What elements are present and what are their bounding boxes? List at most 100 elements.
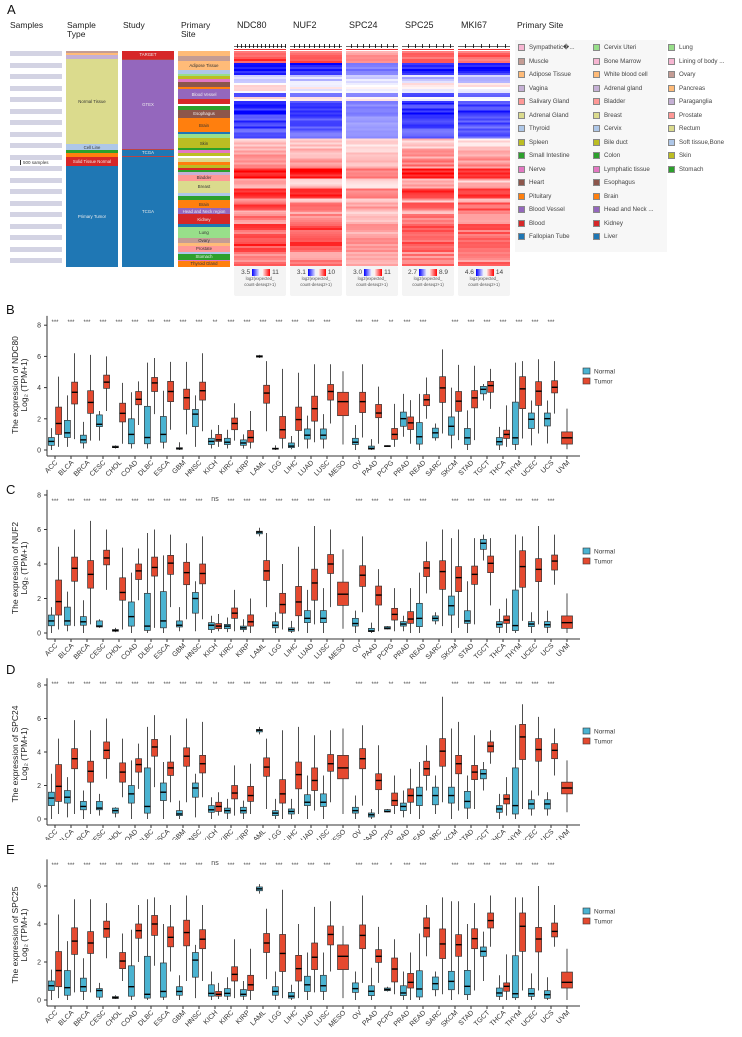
tumor-box[interactable] bbox=[295, 372, 302, 447]
tumor-box[interactable] bbox=[391, 588, 398, 632]
normal-box[interactable] bbox=[112, 807, 119, 818]
normal-box[interactable] bbox=[160, 555, 167, 633]
tumor-box[interactable] bbox=[263, 908, 270, 980]
tumor-box[interactable] bbox=[487, 895, 494, 947]
tumor-box[interactable] bbox=[135, 743, 142, 789]
primary-site-segment[interactable] bbox=[178, 98, 230, 104]
tumor-box[interactable] bbox=[87, 730, 94, 814]
primary-site-segment[interactable] bbox=[178, 162, 230, 165]
legend-item[interactable]: Blood bbox=[518, 219, 545, 227]
normal-box[interactable] bbox=[256, 354, 263, 358]
normal-box[interactable] bbox=[368, 622, 375, 633]
tumor-box[interactable] bbox=[215, 982, 222, 1000]
tumor-box[interactable] bbox=[151, 897, 158, 966]
normal-box[interactable] bbox=[384, 808, 391, 813]
primary-site-segment[interactable] bbox=[178, 243, 230, 246]
legend-item[interactable]: Head and Neck ... bbox=[593, 206, 654, 213]
legend-item[interactable]: Sympathetic�... bbox=[518, 44, 575, 51]
tumor-box[interactable] bbox=[327, 730, 334, 803]
normal-box[interactable] bbox=[192, 944, 199, 999]
tumor-box[interactable] bbox=[247, 948, 254, 1000]
tumor-box[interactable] bbox=[71, 353, 78, 440]
legend-item[interactable]: Liver bbox=[593, 233, 617, 240]
sample-type-segment[interactable]: Cell Line bbox=[66, 144, 118, 150]
legend-item[interactable]: Rectum bbox=[668, 125, 700, 132]
primary-site-segment[interactable] bbox=[178, 86, 230, 90]
legend-item[interactable]: Pancreas bbox=[668, 84, 705, 92]
tumor-box[interactable] bbox=[119, 382, 126, 444]
study-segment[interactable]: TARGET bbox=[122, 51, 174, 59]
normal-box[interactable] bbox=[416, 572, 423, 633]
normal-box[interactable] bbox=[304, 589, 311, 633]
normal-box[interactable] bbox=[368, 808, 375, 819]
tumor-box[interactable] bbox=[247, 763, 254, 814]
tumor-box[interactable] bbox=[337, 549, 349, 629]
primary-site-segment[interactable] bbox=[178, 172, 230, 175]
tumor-box[interactable] bbox=[327, 364, 334, 424]
tumor-box[interactable] bbox=[183, 543, 190, 620]
sample-type-segment[interactable]: Normal Tissue bbox=[66, 58, 118, 145]
normal-box[interactable] bbox=[288, 798, 295, 819]
tumor-box[interactable] bbox=[183, 895, 190, 982]
primary-site-segment[interactable]: Blood Vessel bbox=[178, 89, 230, 99]
normal-box[interactable] bbox=[240, 434, 247, 449]
tumor-box[interactable] bbox=[55, 546, 62, 630]
tumor-box[interactable] bbox=[135, 905, 142, 962]
legend-item[interactable]: Lining of body ... bbox=[668, 57, 724, 65]
normal-box[interactable] bbox=[112, 445, 119, 449]
tumor-box[interactable] bbox=[407, 768, 414, 814]
tumor-box[interactable] bbox=[551, 361, 558, 414]
primary-site-segment[interactable] bbox=[178, 259, 230, 262]
tumor-box[interactable] bbox=[359, 895, 366, 983]
tumor-box[interactable] bbox=[199, 905, 206, 981]
tumor-box[interactable] bbox=[167, 534, 174, 608]
tumor-box[interactable] bbox=[311, 526, 318, 625]
tumor-box[interactable] bbox=[337, 925, 349, 999]
tumor-box[interactable] bbox=[71, 720, 78, 814]
sample-type-segment[interactable] bbox=[66, 55, 118, 59]
legend-item[interactable]: Paraganglia bbox=[668, 98, 712, 105]
tumor-box[interactable] bbox=[519, 361, 526, 439]
tumor-box[interactable] bbox=[295, 726, 302, 814]
normal-box[interactable] bbox=[464, 775, 471, 819]
normal-box[interactable] bbox=[464, 581, 471, 633]
primary-site-segment[interactable]: Head and Neck region bbox=[178, 208, 230, 215]
primary-site-segment[interactable] bbox=[178, 192, 230, 197]
normal-box[interactable] bbox=[496, 793, 503, 819]
normal-box[interactable] bbox=[352, 795, 359, 819]
normal-box[interactable] bbox=[432, 612, 439, 625]
legend-item[interactable]: Ovary bbox=[668, 71, 696, 78]
tumor-box[interactable] bbox=[183, 361, 190, 435]
normal-box[interactable] bbox=[544, 792, 551, 816]
tumor-box[interactable] bbox=[327, 901, 334, 972]
tumor-box[interactable] bbox=[535, 716, 542, 796]
sample-type-segment[interactable] bbox=[66, 51, 118, 54]
tumor-box[interactable] bbox=[471, 903, 478, 991]
legend-item[interactable]: Salivary Gland bbox=[518, 98, 569, 105]
normal-box[interactable] bbox=[64, 777, 71, 818]
tumor-box[interactable] bbox=[423, 745, 430, 791]
tumor-box[interactable] bbox=[311, 364, 318, 443]
primary-site-segment[interactable] bbox=[178, 73, 230, 77]
legend-item[interactable]: Kidney bbox=[593, 219, 623, 227]
primary-site-segment[interactable]: Lung bbox=[178, 227, 230, 239]
normal-box[interactable] bbox=[400, 615, 407, 632]
tumor-box[interactable] bbox=[183, 718, 190, 803]
tumor-box[interactable] bbox=[55, 376, 62, 447]
normal-box[interactable] bbox=[496, 608, 503, 633]
tumor-box[interactable] bbox=[471, 365, 478, 441]
legend-item[interactable]: Cervix bbox=[593, 125, 622, 132]
tumor-box[interactable] bbox=[167, 905, 174, 972]
normal-box[interactable] bbox=[384, 626, 391, 630]
primary-site-segment[interactable] bbox=[178, 164, 230, 169]
normal-box[interactable] bbox=[240, 981, 247, 1000]
tumor-box[interactable] bbox=[103, 529, 110, 590]
normal-box[interactable] bbox=[528, 612, 535, 633]
tumor-box[interactable] bbox=[359, 364, 366, 438]
legend-item[interactable]: White blood cell bbox=[593, 71, 648, 78]
tumor-box[interactable] bbox=[391, 775, 398, 814]
normal-box[interactable] bbox=[480, 762, 487, 791]
legend-item[interactable]: Lung bbox=[668, 44, 693, 51]
tumor-box[interactable] bbox=[55, 738, 62, 814]
normal-box[interactable] bbox=[272, 445, 279, 450]
